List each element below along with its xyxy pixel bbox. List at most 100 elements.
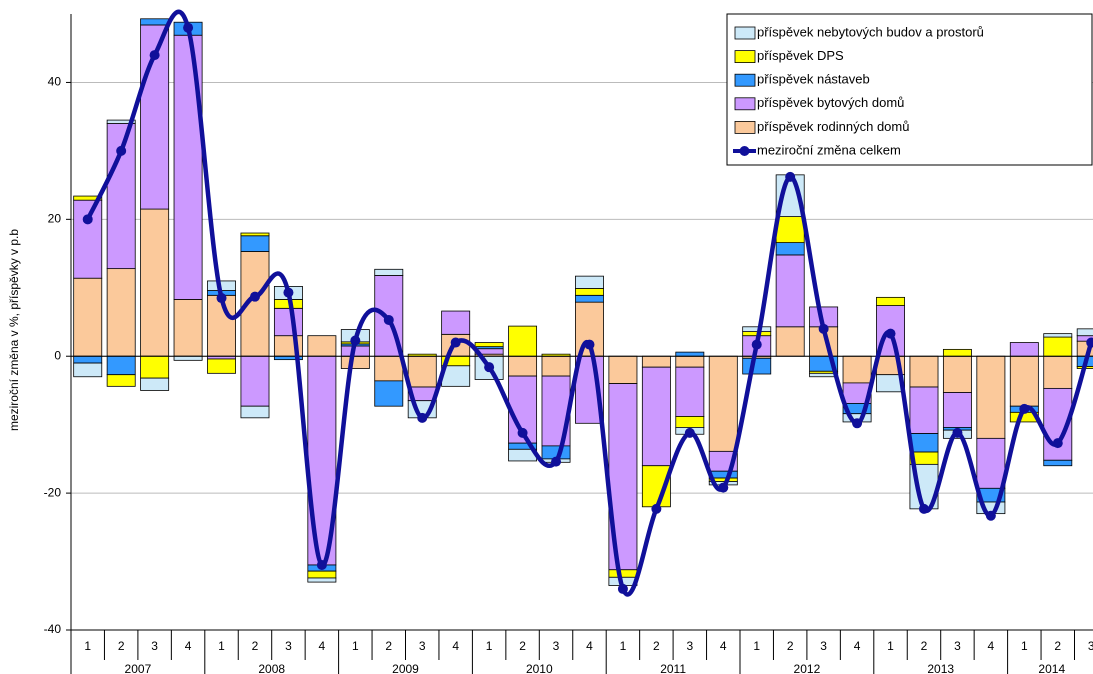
line-marker (1086, 337, 1093, 348)
bar-segment (508, 325, 538, 357)
bar-segment (73, 195, 103, 201)
bar-segment (909, 386, 939, 434)
bar-segment (708, 355, 738, 452)
legend-swatch (734, 97, 756, 111)
legend-swatch (734, 50, 756, 63)
bar-segment (140, 355, 170, 379)
line-marker (316, 559, 327, 570)
bar-segment (641, 366, 671, 467)
x-tick-label: 4 (988, 639, 995, 653)
line-marker (818, 323, 829, 334)
x-tick-label: 4 (319, 639, 326, 653)
x-tick-label: 3 (285, 639, 292, 653)
legend-label: příspěvek rodinných domů (757, 119, 909, 134)
bar-segment (541, 355, 571, 377)
bar-segment (1043, 333, 1073, 338)
bar-segment (240, 355, 270, 407)
line-marker (216, 293, 227, 304)
bar-segment (775, 216, 805, 244)
bar-segment (775, 254, 805, 328)
bar-segment (106, 374, 136, 387)
line-marker (684, 427, 695, 438)
bar-segment (240, 235, 270, 252)
bar-segment (73, 277, 103, 357)
x-group-label: 2008 (258, 662, 285, 674)
bar-segment (106, 119, 136, 124)
line-marker (918, 503, 929, 514)
bar-segment (842, 355, 872, 384)
line-marker (551, 456, 562, 467)
line-marker (1052, 438, 1063, 449)
x-tick-label: 2 (519, 639, 526, 653)
x-tick-label: 3 (553, 639, 560, 653)
line-marker (718, 482, 729, 493)
y-tick-label: 40 (48, 75, 62, 89)
x-tick-label: 1 (352, 639, 359, 653)
legend-label: příspěvek bytových domů (757, 95, 904, 110)
bar-segment (742, 326, 772, 332)
x-tick-label: 2 (118, 639, 125, 653)
bar-segment (942, 348, 972, 357)
x-tick-label: 2 (787, 639, 794, 653)
bar-segment (273, 307, 303, 337)
x-tick-label: 3 (954, 639, 961, 653)
bar-segment (407, 355, 437, 388)
bar-segment (976, 437, 1006, 489)
bar-segment (675, 416, 705, 428)
bar-segment (675, 351, 705, 357)
x-group-label: 2012 (794, 662, 821, 674)
bar-segment (1076, 328, 1093, 337)
bar-segment (374, 380, 404, 407)
bar-segment (1009, 355, 1039, 407)
legend-box (726, 13, 1093, 166)
bar-segment (106, 355, 136, 376)
x-tick-label: 4 (452, 639, 459, 653)
bar-segment (608, 355, 638, 385)
line-marker (450, 337, 461, 348)
bar-segment (909, 433, 939, 453)
bar-segment (1043, 459, 1073, 467)
y-tick-label: -40 (44, 622, 62, 636)
line-marker (651, 503, 662, 514)
x-group-label: 2007 (125, 662, 152, 674)
bar-segment (307, 335, 337, 357)
bar-segment (73, 362, 103, 378)
line-marker (985, 510, 996, 521)
x-group-label: 2009 (392, 662, 419, 674)
y-tick-label: 20 (48, 212, 62, 226)
bar-segment (173, 355, 203, 361)
x-group-label: 2011 (660, 662, 686, 674)
line-marker (885, 328, 896, 339)
line-marker (149, 50, 160, 61)
bar-segment (441, 310, 471, 335)
bar-segment (575, 294, 604, 303)
legend-swatch (734, 121, 756, 134)
legend: příspěvek nebytových budov a prostorů pří… (726, 13, 1093, 166)
bar-segment (73, 199, 103, 279)
x-tick-label: 2 (653, 639, 660, 653)
line-marker (383, 314, 394, 325)
bar-segment (1043, 336, 1073, 357)
x-tick-label: 4 (586, 639, 593, 653)
line-marker (785, 171, 796, 182)
y-axis-label: meziroční změna v %, příspěvky v p.b (7, 229, 21, 431)
legend-label: meziroční změna celkem (757, 142, 901, 157)
line-marker (249, 291, 260, 302)
bar-segment (307, 570, 337, 579)
legend-label: příspěvek nebytových budov a prostorů (757, 24, 984, 39)
bar-segment (575, 288, 604, 296)
x-tick-label: 1 (620, 639, 627, 653)
x-tick-label: 1 (486, 639, 493, 653)
x-tick-label: 2 (252, 639, 259, 653)
bar-segment (474, 342, 504, 348)
bar-segment (508, 355, 538, 377)
bar-segment (876, 374, 905, 393)
bar-segment (775, 242, 805, 256)
bar-segment (374, 355, 404, 382)
y-tick-label: 0 (54, 348, 61, 362)
line-marker (584, 339, 595, 350)
x-group-label: 2010 (526, 662, 553, 674)
line-marker (116, 145, 127, 156)
bar-segment (675, 355, 705, 368)
